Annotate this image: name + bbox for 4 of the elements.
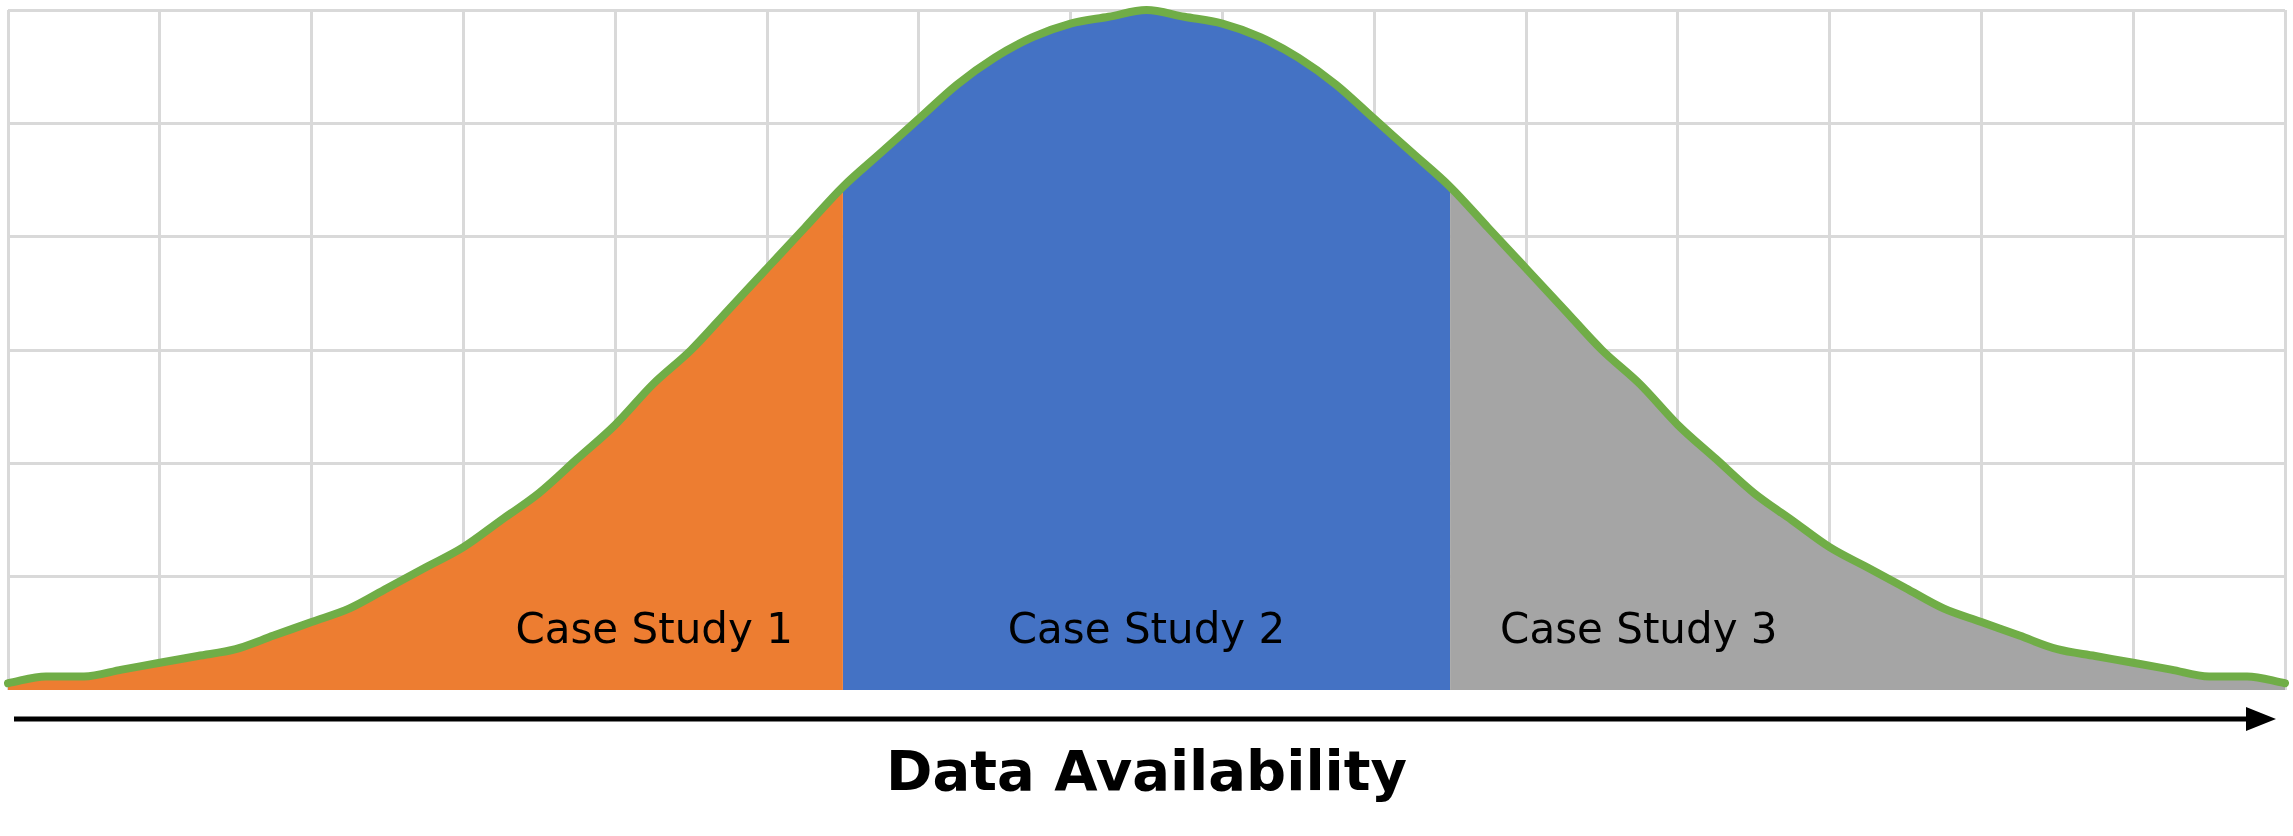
series-label: Case Study 2 (1007, 603, 1286, 653)
series-label: Case Study 1 (515, 603, 793, 653)
x-axis-title: Data Availability (884, 738, 1409, 803)
series-label: Case Study 3 (1500, 603, 1778, 653)
